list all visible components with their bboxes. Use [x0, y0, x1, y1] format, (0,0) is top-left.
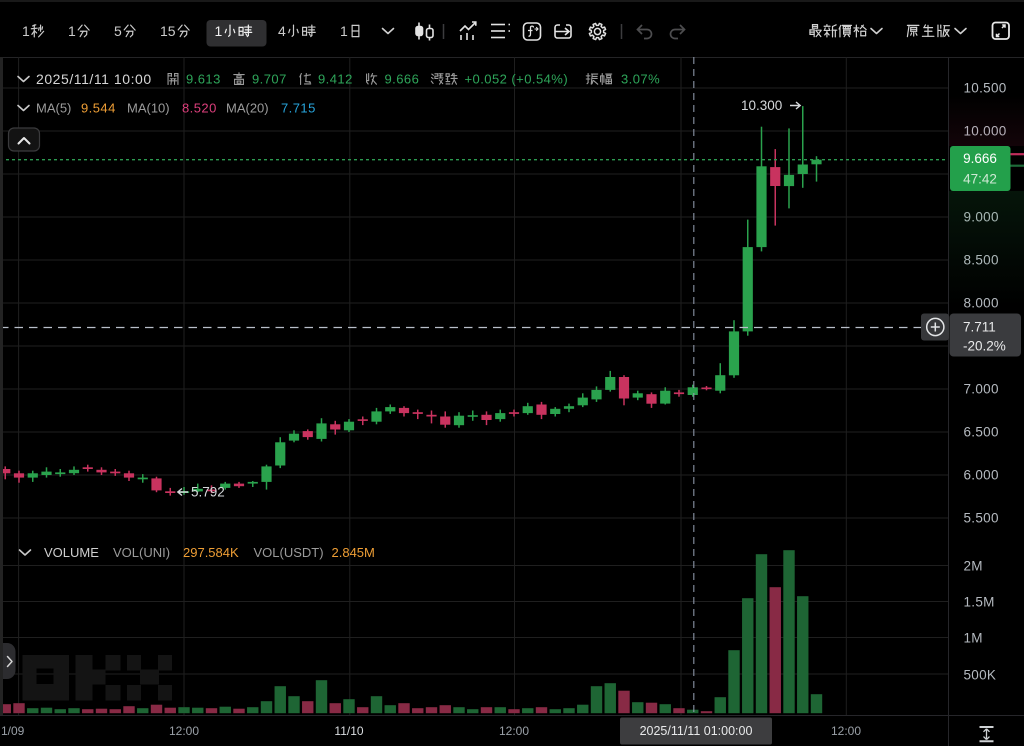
- svg-text:-20.2%: -20.2%: [963, 339, 1006, 354]
- svg-text:12:00: 12:00: [169, 724, 199, 738]
- svg-text:7.715: 7.715: [281, 101, 316, 116]
- svg-text:1M: 1M: [964, 631, 983, 646]
- svg-text:1: 1: [22, 23, 30, 39]
- svg-text:10.300: 10.300: [741, 98, 782, 113]
- svg-text:VOLUME: VOLUME: [44, 545, 99, 560]
- svg-text:VOL(USDT): VOL(USDT): [254, 545, 324, 560]
- svg-text:1.5M: 1.5M: [964, 595, 995, 610]
- svg-text:+0.052 (+0.54%): +0.052 (+0.54%): [465, 72, 569, 87]
- svg-text:12:00: 12:00: [499, 724, 529, 738]
- svg-text:9.666: 9.666: [385, 72, 420, 87]
- svg-text:9.707: 9.707: [252, 72, 287, 87]
- svg-text:5.792: 5.792: [191, 485, 225, 500]
- svg-text:2025/11/11 10:00: 2025/11/11 10:00: [36, 71, 152, 87]
- svg-text:5.500: 5.500: [964, 511, 999, 526]
- svg-text:3.07%: 3.07%: [621, 72, 660, 87]
- svg-text:5: 5: [114, 23, 122, 39]
- svg-text:2.845M: 2.845M: [332, 545, 375, 560]
- svg-text:2M: 2M: [964, 559, 983, 574]
- svg-text:11/10: 11/10: [334, 724, 363, 738]
- svg-text:7.711: 7.711: [963, 320, 996, 335]
- svg-text:2025/11/11 01:00:00: 2025/11/11 01:00:00: [640, 724, 753, 738]
- svg-text:9.666: 9.666: [963, 151, 997, 166]
- svg-text:15: 15: [160, 23, 176, 39]
- svg-text:500K: 500K: [964, 668, 997, 683]
- svg-text:9.544: 9.544: [81, 101, 116, 116]
- svg-text:6.500: 6.500: [964, 425, 999, 440]
- svg-text:1: 1: [68, 23, 76, 39]
- svg-text:297.584K: 297.584K: [183, 545, 239, 560]
- svg-text:12:00: 12:00: [831, 724, 861, 738]
- svg-text:MA(10): MA(10): [127, 101, 170, 116]
- svg-text:1/09: 1/09: [1, 724, 25, 738]
- svg-text:8.520: 8.520: [182, 101, 217, 116]
- svg-text:1: 1: [340, 23, 348, 39]
- svg-text:MA(20): MA(20): [226, 101, 269, 116]
- svg-text:9.412: 9.412: [318, 72, 353, 87]
- svg-text:VOL(UNI): VOL(UNI): [113, 545, 170, 560]
- svg-text:10.500: 10.500: [964, 81, 1007, 96]
- svg-text:6.000: 6.000: [964, 468, 999, 483]
- svg-text:MA(5): MA(5): [36, 101, 71, 116]
- svg-text:9.613: 9.613: [186, 72, 221, 87]
- svg-text:7.000: 7.000: [964, 382, 999, 397]
- svg-text:1: 1: [215, 23, 223, 39]
- svg-text:47:42: 47:42: [963, 172, 997, 187]
- svg-text:4: 4: [278, 23, 286, 39]
